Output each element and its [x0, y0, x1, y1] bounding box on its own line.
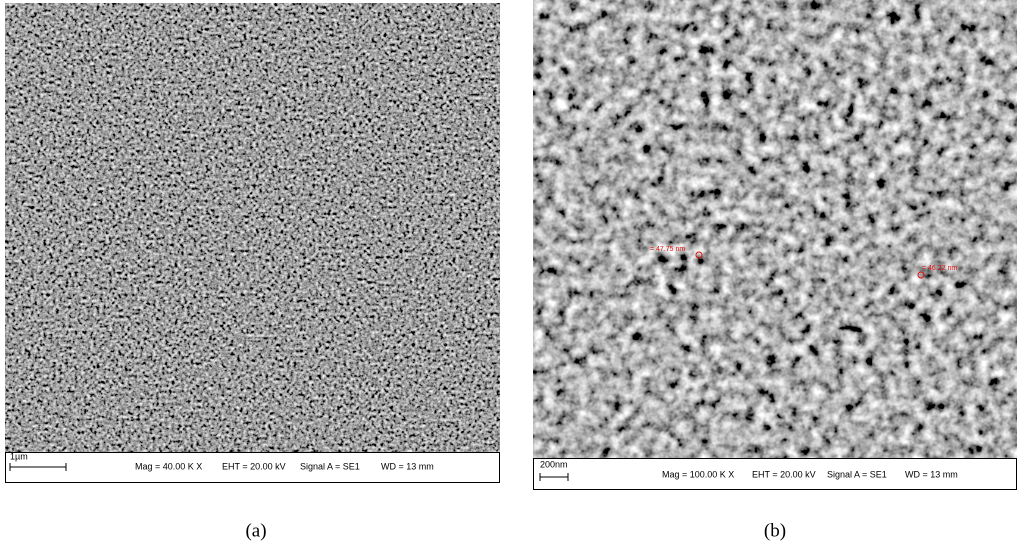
eht: EHT = 20.00 kV — [752, 469, 816, 479]
caption: (b) — [764, 520, 786, 541]
scale-bar — [9, 463, 67, 471]
measurement-label: = 47.75 nm — [650, 246, 685, 253]
sem-image — [5, 3, 500, 452]
sem-image — [533, 0, 1017, 458]
scale-label: 1µm — [10, 451, 28, 461]
measurement-marker — [695, 251, 703, 259]
panel-a: 1µm Mag = 40.00 K X EHT = 20.00 kV Signa… — [5, 3, 500, 541]
info-bar — [533, 458, 1017, 490]
working-distance: WD = 13 mm — [905, 469, 958, 479]
caption: (a) — [245, 520, 266, 541]
measurement-label: = 46.22 nm — [922, 265, 957, 272]
magnification: Mag = 100.00 K X — [662, 469, 734, 479]
magnification: Mag = 40.00 K X — [135, 461, 202, 471]
eht: EHT = 20.00 kV — [222, 461, 286, 471]
scale-bar — [539, 473, 569, 481]
signal: Signal A = SE1 — [827, 469, 887, 479]
scale-label: 200nm — [540, 459, 568, 469]
panel-b: 200nm Mag = 100.00 K X EHT = 20.00 kV Si… — [533, 0, 1017, 541]
working-distance: WD = 13 mm — [381, 461, 434, 471]
signal: Signal A = SE1 — [300, 461, 360, 471]
info-bar — [5, 452, 500, 483]
measurement-marker — [917, 271, 925, 279]
